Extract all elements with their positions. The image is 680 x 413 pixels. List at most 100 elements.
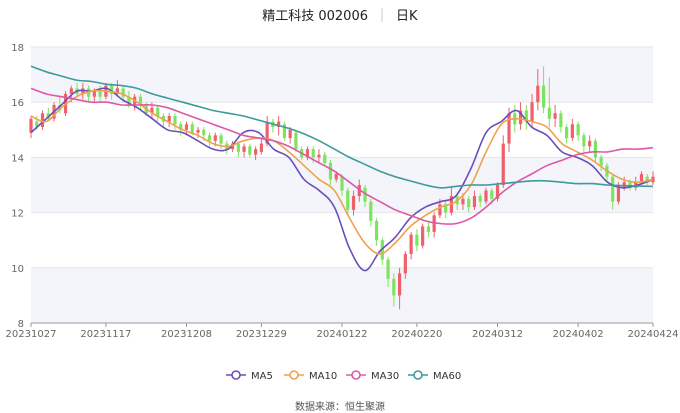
- legend-entry-ma60[interactable]: MA60: [433, 371, 461, 382]
- candle-body: [242, 146, 246, 152]
- candle-body: [490, 190, 494, 199]
- candle-body: [311, 149, 315, 158]
- candle-body: [397, 273, 402, 296]
- candle-body: [69, 88, 73, 94]
- candle-body: [409, 234, 413, 254]
- legend-entry-ma5[interactable]: MA5: [251, 371, 273, 382]
- candle-body: [421, 226, 425, 246]
- x-tick-label: 20240312: [472, 329, 523, 340]
- y-tick-label: 10: [11, 264, 24, 275]
- candle-body: [230, 143, 235, 150]
- candle-body: [651, 176, 655, 183]
- candle-body: [173, 116, 177, 125]
- ma-lines: [30, 65, 654, 272]
- legend-swatch-marker: [231, 370, 241, 380]
- candle-body: [501, 143, 505, 185]
- candle-body: [259, 143, 263, 152]
- x-tick-label: 20231229: [236, 329, 287, 340]
- chart-title-stock: 精工科技 002006: [262, 9, 368, 24]
- y-tick-label: 12: [11, 209, 24, 220]
- candle-body: [645, 176, 649, 183]
- candle-body: [415, 234, 419, 246]
- candle-body: [518, 110, 523, 125]
- candle-body: [403, 254, 407, 274]
- candle-body: [363, 187, 367, 202]
- legend-entry-ma10[interactable]: MA10: [309, 371, 337, 382]
- candle-body: [582, 135, 586, 147]
- candle-body: [288, 129, 292, 139]
- candle-body: [265, 121, 269, 144]
- candle-body: [559, 113, 563, 128]
- legend-entry-ma30[interactable]: MA30: [371, 371, 399, 382]
- chart-legend: MA5 MA10 MA30 MA60: [226, 370, 461, 382]
- candle-body: [467, 198, 471, 208]
- candle-body: [196, 129, 200, 133]
- candle-body: [426, 226, 430, 232]
- legend-swatch-marker: [413, 370, 423, 380]
- candle-body: [536, 85, 540, 103]
- x-axis: 20231027 20231117 20231208 20231229 20240122…: [6, 322, 679, 340]
- chart-title: 精工科技 002006 日K: [262, 8, 418, 24]
- x-tick-label: 20240402: [553, 329, 604, 340]
- candle-body: [127, 96, 131, 105]
- candle-body: [588, 140, 592, 147]
- candle-body: [334, 173, 338, 180]
- candle-body: [98, 91, 102, 97]
- series-line-ma60: [30, 65, 654, 189]
- candle-body: [190, 124, 194, 133]
- candle-body: [167, 116, 171, 122]
- candle-body: [570, 124, 574, 139]
- candle-body: [346, 190, 350, 210]
- candle-body: [524, 110, 528, 122]
- candle-body: [213, 135, 217, 141]
- candle-body: [611, 176, 615, 202]
- candle-body: [277, 121, 281, 128]
- candle-body: [219, 135, 223, 144]
- series-line-ma30: [30, 87, 654, 225]
- candle-body: [478, 196, 482, 202]
- candle-body: [484, 190, 488, 202]
- y-tick-label: 16: [11, 98, 24, 109]
- candle-body: [599, 157, 603, 166]
- y-tick-label: 18: [11, 43, 24, 54]
- candle-body: [294, 132, 298, 150]
- candle-body: [207, 135, 212, 141]
- candle-body: [461, 198, 465, 205]
- candle-body: [35, 121, 39, 128]
- candle-body: [40, 113, 45, 128]
- candle-body: [553, 113, 557, 119]
- candle-body: [58, 104, 62, 111]
- chart-title-period: 日K: [396, 9, 418, 24]
- candle-body: [547, 107, 551, 119]
- candle-body: [305, 149, 310, 158]
- candle-body: [138, 96, 143, 105]
- series-line-ma10: [30, 89, 654, 255]
- y-tick-label: 8: [18, 319, 24, 330]
- candle-body: [340, 176, 344, 191]
- candle-body: [317, 154, 321, 158]
- candle-body: [115, 88, 119, 94]
- candle-body: [179, 124, 183, 130]
- candle-body: [202, 129, 206, 136]
- candle-body: [150, 107, 154, 114]
- candle-body: [576, 124, 580, 136]
- candle-body: [110, 85, 114, 94]
- candle-body: [444, 204, 448, 213]
- candle-body: [386, 259, 390, 279]
- candle-body: [254, 149, 258, 155]
- candle-body: [495, 185, 500, 199]
- candle-body: [472, 196, 477, 208]
- candle-body: [369, 201, 373, 221]
- y-tick-label: 14: [11, 153, 24, 164]
- candle-body: [248, 146, 252, 155]
- legend-swatch-marker: [289, 370, 299, 380]
- candle-body: [357, 185, 361, 197]
- x-tick-label: 20240220: [391, 329, 442, 340]
- candle-body: [616, 187, 621, 202]
- candle-body: [121, 88, 125, 97]
- x-tick-label: 20240122: [317, 329, 368, 340]
- candle-body: [351, 196, 356, 210]
- x-tick-label: 20240424: [628, 329, 679, 340]
